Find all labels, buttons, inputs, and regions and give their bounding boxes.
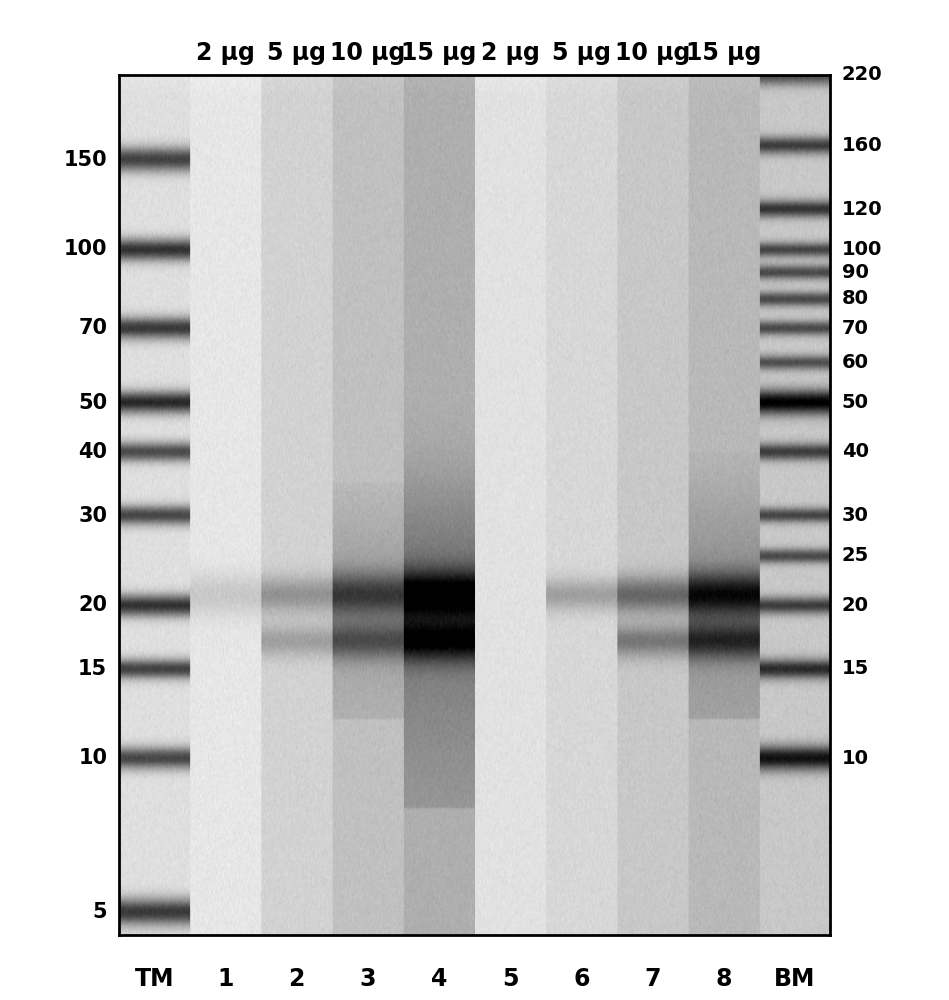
Text: 5 μg: 5 μg <box>551 41 611 65</box>
Text: 80: 80 <box>842 289 868 308</box>
Text: 50: 50 <box>842 393 868 412</box>
Text: 120: 120 <box>842 200 883 219</box>
Text: 1: 1 <box>217 967 233 991</box>
Text: 15: 15 <box>842 659 869 678</box>
Text: 20: 20 <box>842 596 868 615</box>
Text: 8: 8 <box>716 967 732 991</box>
Text: 2 μg: 2 μg <box>195 41 255 65</box>
Text: TM: TM <box>135 967 174 991</box>
Text: 30: 30 <box>78 506 107 526</box>
Text: 30: 30 <box>842 506 868 525</box>
Text: 100: 100 <box>842 240 883 259</box>
Text: 160: 160 <box>842 136 883 155</box>
Text: 25: 25 <box>842 546 869 565</box>
Text: 40: 40 <box>842 442 868 461</box>
Text: 10: 10 <box>78 748 107 768</box>
Text: 5: 5 <box>93 902 107 922</box>
Text: 15 μg: 15 μg <box>686 41 761 65</box>
Text: 3: 3 <box>360 967 376 991</box>
Text: 150: 150 <box>64 150 107 170</box>
Text: 2 μg: 2 μg <box>480 41 540 65</box>
Text: 220: 220 <box>842 66 883 85</box>
Text: 10 μg: 10 μg <box>615 41 690 65</box>
Text: 100: 100 <box>64 239 107 259</box>
Text: 6: 6 <box>573 967 589 991</box>
Text: 60: 60 <box>842 353 868 372</box>
Text: 50: 50 <box>78 393 107 413</box>
Text: 15: 15 <box>78 659 107 679</box>
Text: 5 μg: 5 μg <box>267 41 326 65</box>
Text: 5: 5 <box>502 967 518 991</box>
Text: 10: 10 <box>842 749 868 768</box>
Text: 2: 2 <box>288 967 305 991</box>
Text: 15 μg: 15 μg <box>401 41 476 65</box>
Text: 20: 20 <box>78 595 107 615</box>
Text: 70: 70 <box>842 319 868 338</box>
Text: 4: 4 <box>431 967 447 991</box>
Text: 70: 70 <box>78 318 107 338</box>
Text: 7: 7 <box>644 967 661 991</box>
Text: 40: 40 <box>78 442 107 462</box>
Text: 90: 90 <box>842 263 868 282</box>
Text: 10 μg: 10 μg <box>330 41 405 65</box>
Text: BM: BM <box>774 967 815 991</box>
